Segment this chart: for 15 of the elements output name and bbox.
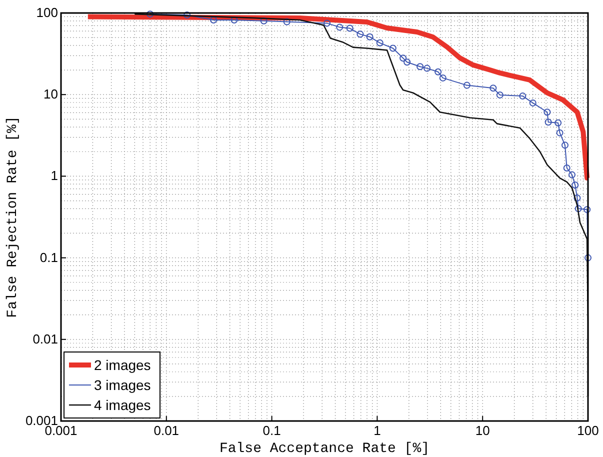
x-axis-title: False Acceptance Rate [%] xyxy=(219,441,430,457)
y-tick-label: 0.01 xyxy=(32,331,58,346)
y-tick-label: 10 xyxy=(44,86,58,102)
x-tick-label: 0.1 xyxy=(262,423,281,438)
x-tick-label: 100 xyxy=(577,423,599,438)
y-axis-title: False Rejection Rate [%] xyxy=(5,116,21,318)
legend-label: 3 images xyxy=(94,377,151,393)
x-tick-label: 10 xyxy=(475,423,490,438)
x-tick-label: 1 xyxy=(374,423,381,438)
y-tick-label: 1 xyxy=(50,168,58,184)
x-tick-label: 0.01 xyxy=(154,423,180,438)
legend-label: 4 images xyxy=(94,397,151,413)
y-tick-label: 0.1 xyxy=(40,250,58,265)
y-tick-label: 100 xyxy=(36,5,58,20)
legend-label: 2 images xyxy=(94,357,151,373)
